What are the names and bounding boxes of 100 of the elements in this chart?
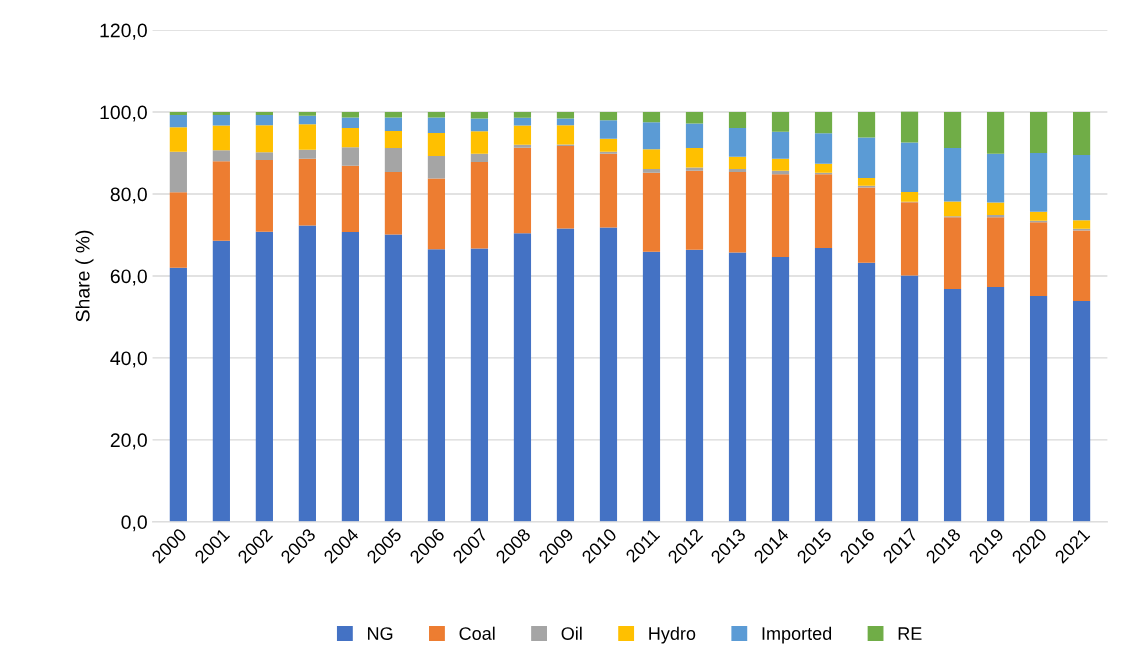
bar bbox=[900, 191, 919, 202]
bar bbox=[771, 174, 790, 258]
bar bbox=[599, 227, 618, 522]
bar bbox=[857, 137, 876, 179]
bar bbox=[599, 112, 618, 121]
bar bbox=[513, 147, 532, 234]
bar bbox=[599, 153, 618, 228]
bar bbox=[427, 112, 446, 118]
bar bbox=[341, 147, 359, 166]
bar bbox=[212, 125, 230, 151]
bar bbox=[384, 171, 403, 235]
bar bbox=[943, 289, 962, 522]
bar bbox=[169, 267, 187, 522]
bar bbox=[1072, 220, 1091, 229]
bar bbox=[728, 171, 747, 253]
bar bbox=[212, 114, 230, 126]
bar bbox=[470, 131, 489, 154]
bar bbox=[298, 225, 316, 522]
bar bbox=[169, 127, 187, 152]
bar bbox=[384, 130, 403, 149]
bar bbox=[255, 125, 273, 153]
bar bbox=[470, 162, 489, 249]
bar bbox=[814, 248, 833, 522]
bar bbox=[513, 233, 532, 522]
bar bbox=[470, 248, 489, 522]
bar bbox=[1072, 230, 1091, 301]
legend-label: RE bbox=[898, 627, 922, 640]
bar bbox=[212, 240, 230, 522]
bar bbox=[169, 192, 187, 268]
bar bbox=[857, 178, 876, 186]
bar bbox=[1072, 300, 1091, 522]
y-tick-label: 80,0 bbox=[110, 187, 147, 204]
bar bbox=[556, 146, 575, 229]
bar bbox=[470, 112, 489, 119]
bar bbox=[599, 138, 618, 152]
bar bbox=[685, 112, 704, 124]
legend-label: NG bbox=[368, 627, 393, 640]
bar bbox=[771, 257, 790, 522]
bar bbox=[900, 275, 919, 522]
legend-label: Hydro bbox=[649, 626, 696, 644]
bar bbox=[384, 148, 403, 172]
bar bbox=[642, 122, 661, 150]
bar bbox=[685, 123, 704, 149]
bar bbox=[255, 231, 273, 522]
bar bbox=[642, 172, 661, 252]
bar bbox=[298, 158, 316, 226]
bar bbox=[943, 112, 962, 149]
y-tick-label: 100,0 bbox=[100, 105, 147, 122]
bar bbox=[986, 202, 1005, 215]
bar bbox=[814, 133, 833, 164]
bar bbox=[1029, 222, 1048, 297]
bar bbox=[728, 112, 747, 129]
bar bbox=[298, 112, 316, 116]
bar bbox=[212, 112, 230, 115]
bar bbox=[556, 228, 575, 522]
bar bbox=[900, 142, 919, 192]
bar bbox=[986, 217, 1005, 288]
bar bbox=[986, 287, 1005, 522]
bar bbox=[771, 158, 790, 171]
bar bbox=[1029, 153, 1048, 212]
bar bbox=[1029, 211, 1048, 221]
bar bbox=[513, 117, 532, 126]
bar bbox=[341, 112, 359, 118]
legend-label: Oil bbox=[561, 626, 582, 640]
bar bbox=[1072, 155, 1091, 221]
bar bbox=[857, 112, 876, 138]
bar bbox=[384, 117, 403, 131]
bar bbox=[255, 112, 273, 115]
y-tick-label: 40,0 bbox=[110, 351, 147, 368]
y-tick-label: 20,0 bbox=[110, 433, 147, 450]
bar bbox=[728, 156, 747, 170]
bar bbox=[169, 114, 187, 128]
legend-label: Coal bbox=[459, 626, 495, 640]
bar bbox=[556, 125, 575, 145]
bar bbox=[341, 117, 359, 129]
bar bbox=[943, 217, 962, 290]
bar bbox=[814, 112, 833, 134]
bar bbox=[384, 234, 403, 522]
bar bbox=[685, 148, 704, 168]
bar bbox=[685, 167, 704, 171]
bar bbox=[212, 150, 230, 162]
y-tick-label: 120,0 bbox=[100, 23, 147, 40]
y-tick-label: 60,0 bbox=[110, 269, 147, 286]
bar bbox=[427, 155, 446, 179]
bar bbox=[470, 153, 489, 163]
bar bbox=[986, 112, 1005, 154]
bar bbox=[556, 118, 575, 126]
bar bbox=[857, 262, 876, 522]
bar bbox=[642, 169, 661, 173]
bar bbox=[427, 117, 446, 133]
bar bbox=[427, 132, 446, 156]
bar bbox=[728, 252, 747, 522]
bar bbox=[427, 249, 446, 522]
bar bbox=[470, 118, 489, 132]
bar bbox=[771, 131, 790, 159]
bar bbox=[599, 151, 618, 154]
bar bbox=[341, 165, 359, 233]
bar bbox=[556, 112, 575, 119]
bar bbox=[1072, 112, 1091, 156]
bar bbox=[255, 152, 273, 160]
